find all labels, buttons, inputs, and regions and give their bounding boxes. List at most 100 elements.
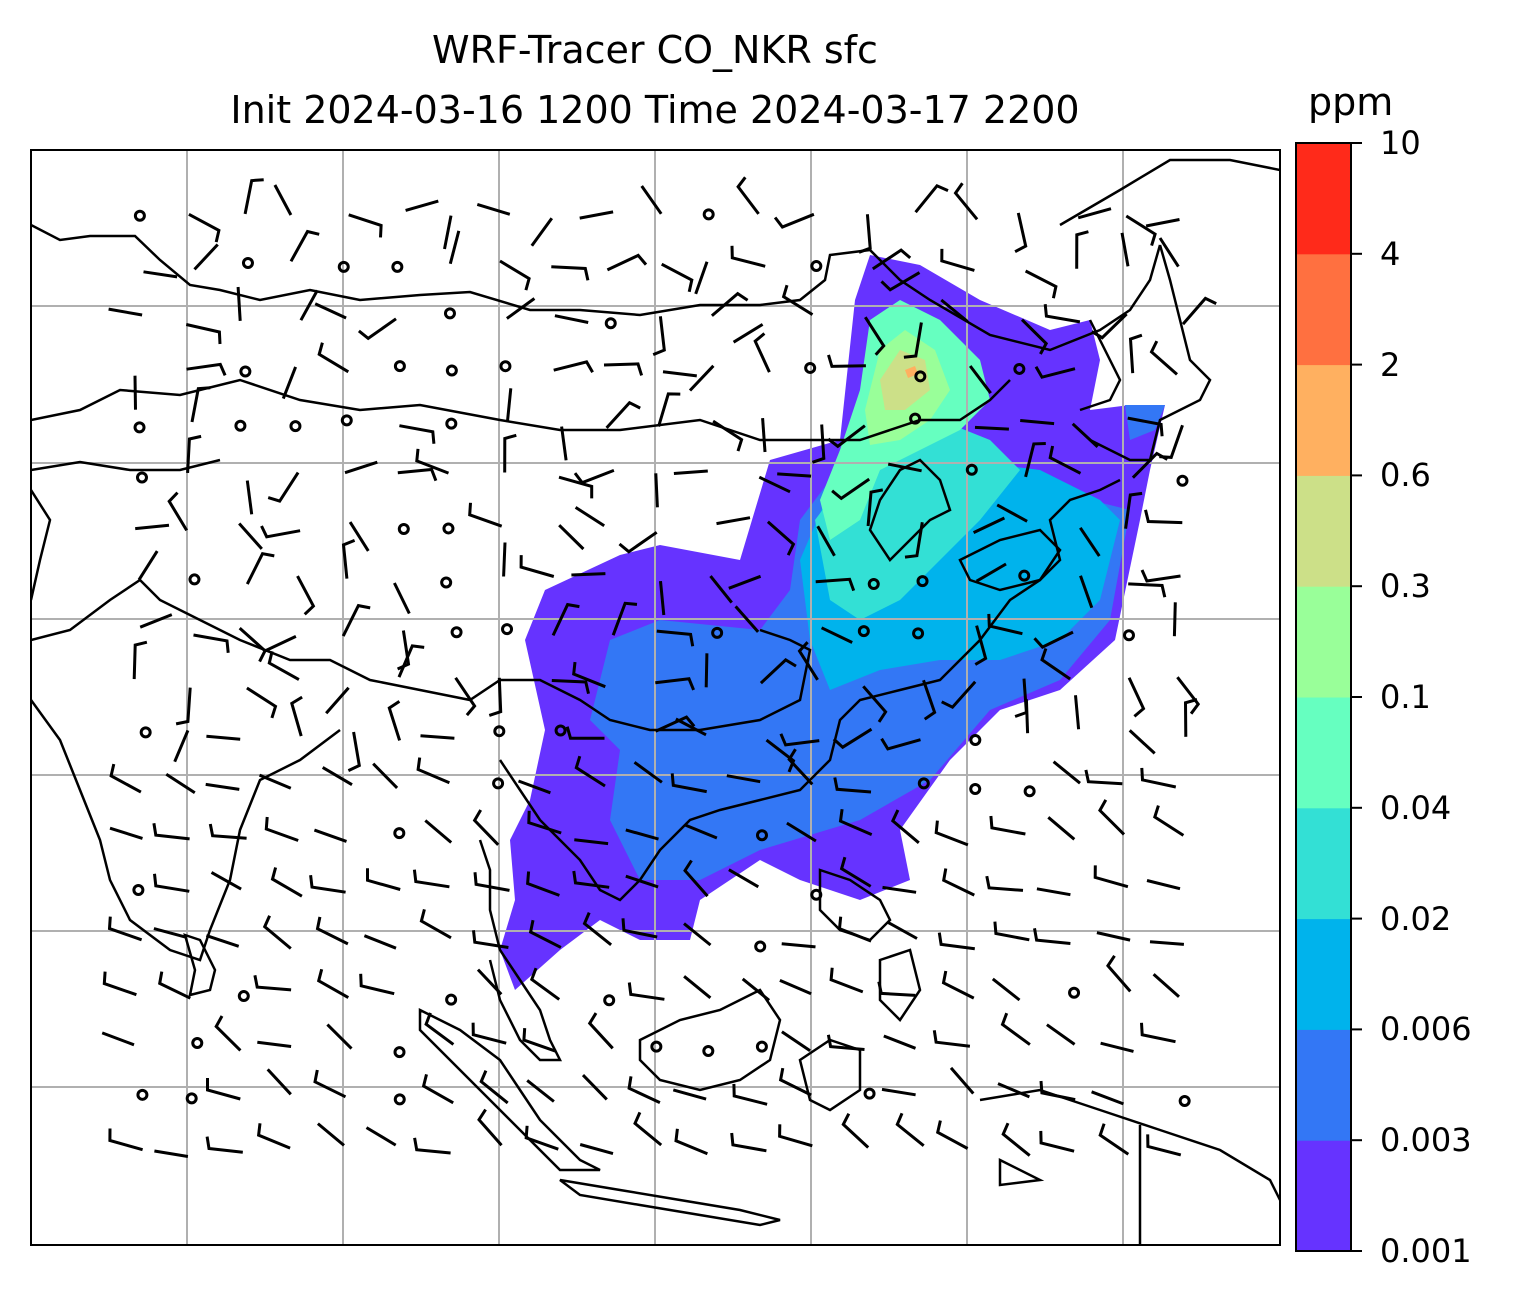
wind-barb bbox=[193, 633, 230, 653]
wind-barb bbox=[102, 971, 137, 997]
wind-barb bbox=[827, 354, 866, 368]
wind-barb bbox=[554, 314, 589, 324]
wind-barb bbox=[289, 229, 320, 263]
wind-barb bbox=[1001, 1122, 1031, 1157]
wind-barb bbox=[205, 782, 240, 791]
wind-barb bbox=[1149, 940, 1185, 946]
calm-wind-marker bbox=[965, 463, 978, 476]
wind-barb bbox=[734, 605, 760, 633]
colorbar-block bbox=[1296, 475, 1351, 587]
wind-barb bbox=[1146, 879, 1181, 891]
calm-wind-marker bbox=[393, 1093, 406, 1106]
wind-barb bbox=[1046, 1023, 1076, 1046]
wind-barb bbox=[154, 1149, 189, 1158]
wind-barb bbox=[654, 473, 659, 508]
colorbar-block bbox=[1296, 1140, 1351, 1252]
wind-barb bbox=[942, 868, 975, 897]
calm-wind-marker bbox=[702, 208, 715, 221]
wind-barb bbox=[621, 918, 658, 939]
wind-barb bbox=[397, 644, 425, 678]
wind-barb bbox=[471, 1022, 507, 1045]
calm-wind-marker bbox=[969, 782, 982, 795]
wind-barb bbox=[1149, 340, 1178, 376]
wind-barb bbox=[472, 930, 509, 949]
wind-barb bbox=[934, 820, 969, 847]
wind-barb bbox=[152, 823, 190, 841]
wind-barb bbox=[993, 921, 1030, 942]
wind-barb bbox=[175, 687, 192, 726]
wind-barb bbox=[974, 625, 988, 666]
wind-barb bbox=[1125, 214, 1157, 247]
wind-barb bbox=[797, 641, 819, 681]
wind-barb bbox=[393, 582, 411, 615]
wind-barb bbox=[975, 562, 1007, 583]
wind-barb bbox=[506, 297, 536, 320]
calm-wind-marker bbox=[604, 317, 617, 330]
calm-wind-marker bbox=[702, 1044, 715, 1057]
wind-barb bbox=[652, 316, 666, 356]
wind-barb bbox=[587, 1012, 614, 1050]
calm-wind-marker bbox=[1122, 629, 1135, 642]
wind-barb bbox=[831, 477, 871, 501]
wind-barb bbox=[572, 870, 610, 889]
wind-barb bbox=[728, 574, 762, 590]
wind-barb bbox=[528, 919, 562, 949]
wind-barb bbox=[206, 734, 241, 741]
wind-barb bbox=[932, 1030, 971, 1048]
wind-barb bbox=[670, 773, 707, 794]
wind-barb bbox=[347, 731, 361, 772]
wind-barb bbox=[341, 603, 371, 637]
wind-barb bbox=[551, 679, 590, 695]
wind-barb bbox=[826, 1034, 865, 1051]
wind-barb bbox=[526, 871, 560, 897]
wind-barb bbox=[683, 975, 712, 999]
wind-barb bbox=[972, 516, 1006, 534]
calm-wind-marker bbox=[1018, 569, 1031, 582]
wind-barb bbox=[672, 1088, 707, 1101]
wind-barb bbox=[839, 856, 872, 888]
coastlines bbox=[31, 158, 1280, 1245]
calm-wind-marker bbox=[450, 626, 463, 639]
calm-wind-marker bbox=[1068, 986, 1081, 999]
wind-barb bbox=[969, 365, 992, 395]
calm-wind-marker bbox=[289, 420, 302, 433]
wind-barb bbox=[206, 1078, 241, 1101]
calm-wind-marker bbox=[337, 260, 350, 273]
wind-barb bbox=[357, 317, 397, 341]
wind-barb bbox=[421, 1074, 454, 1105]
wind-barb bbox=[399, 424, 436, 444]
calm-wind-marker bbox=[810, 260, 823, 273]
wind-barb bbox=[1128, 333, 1143, 374]
wind-barb bbox=[326, 1023, 353, 1050]
wind-barb bbox=[188, 212, 221, 243]
wind-barb bbox=[420, 734, 455, 740]
wind-barb bbox=[412, 869, 450, 889]
calm-wind-marker bbox=[445, 993, 458, 1006]
wind-barb bbox=[472, 809, 500, 846]
colorbar-tick-label: 0.1 bbox=[1380, 678, 1431, 716]
wind-barb bbox=[941, 970, 975, 1000]
calm-wind-marker bbox=[397, 523, 410, 536]
wind-barb bbox=[551, 602, 580, 637]
wind-barb bbox=[579, 210, 614, 220]
calm-wind-marker bbox=[188, 573, 201, 586]
wind-barb bbox=[243, 178, 264, 215]
wind-barb bbox=[1020, 419, 1055, 426]
wind-barb bbox=[560, 426, 568, 461]
calm-wind-marker bbox=[443, 307, 456, 320]
calm-wind-marker bbox=[1176, 474, 1189, 487]
wind-barb bbox=[505, 388, 513, 423]
wind-barb bbox=[1040, 648, 1071, 681]
wind-barb bbox=[573, 469, 615, 485]
wind-barb bbox=[143, 270, 178, 279]
wind-barb bbox=[914, 183, 949, 214]
wind-barb bbox=[1096, 931, 1131, 942]
wind-barb bbox=[476, 202, 511, 216]
wind-barb bbox=[1039, 1130, 1075, 1153]
wind-barb bbox=[517, 779, 551, 795]
wind-barb bbox=[454, 676, 477, 717]
colorbar-tick-label: 0.001 bbox=[1380, 1232, 1472, 1270]
wind-barb bbox=[313, 1069, 347, 1099]
wind-barb bbox=[448, 230, 461, 265]
wind-barb bbox=[895, 1112, 925, 1147]
